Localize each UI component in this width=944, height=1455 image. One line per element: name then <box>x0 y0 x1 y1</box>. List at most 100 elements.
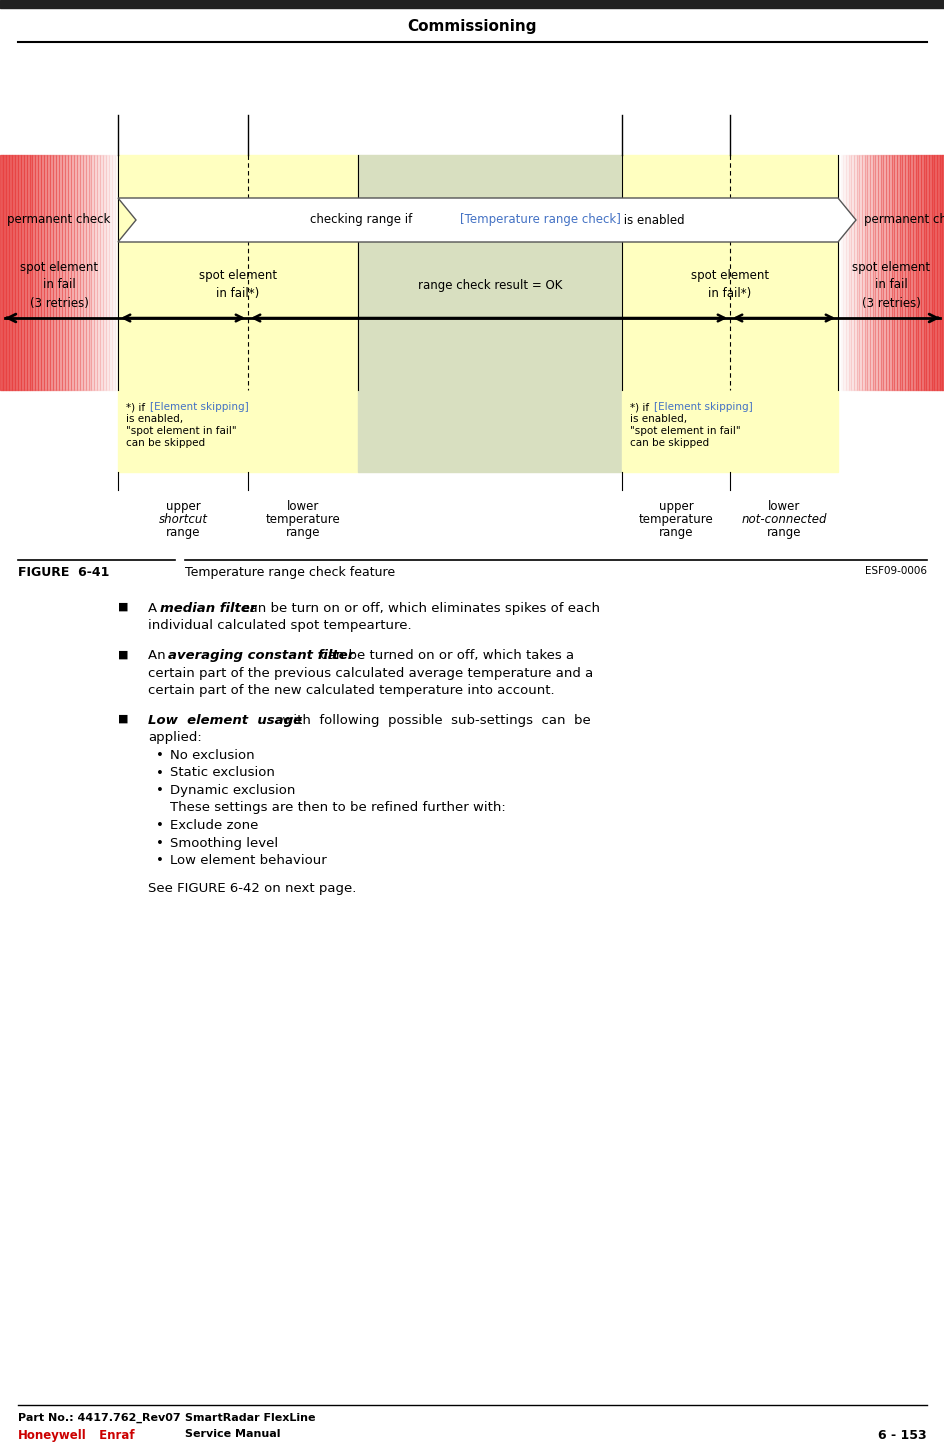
Text: lower: lower <box>767 501 800 514</box>
Text: spot element
in fail
(3 retries): spot element in fail (3 retries) <box>851 260 930 310</box>
Bar <box>925 156 928 390</box>
Text: These settings are then to be refined further with:: These settings are then to be refined fu… <box>170 802 505 815</box>
Bar <box>47 156 50 390</box>
Text: with  following  possible  sub-settings  can  be: with following possible sub-settings can… <box>274 714 590 728</box>
Text: range: range <box>658 527 693 538</box>
Bar <box>896 156 899 390</box>
Bar <box>106 156 110 390</box>
Bar <box>848 156 851 390</box>
Text: is enabled: is enabled <box>619 214 683 227</box>
Bar <box>56 156 59 390</box>
Bar <box>79 156 82 390</box>
Bar <box>94 156 97 390</box>
Text: spot element
in fail*): spot element in fail*) <box>690 269 768 301</box>
Bar <box>62 156 65 390</box>
Text: range: range <box>285 527 320 538</box>
Bar <box>893 156 896 390</box>
Bar <box>24 156 26 390</box>
Bar <box>904 156 906 390</box>
Text: *) if: *) if <box>126 402 148 412</box>
Text: Commissioning: Commissioning <box>407 19 536 33</box>
Bar <box>42 156 44 390</box>
Text: range: range <box>165 527 200 538</box>
Text: can be turn on or off, which eliminates spikes of each: can be turn on or off, which eliminates … <box>238 602 599 615</box>
Bar <box>53 156 56 390</box>
Bar <box>110 156 112 390</box>
Text: averaging constant filter: averaging constant filter <box>168 649 354 662</box>
Text: "spot element in fail": "spot element in fail" <box>630 426 740 436</box>
Bar <box>18 156 21 390</box>
Text: temperature: temperature <box>638 514 713 527</box>
Text: Low  element  usage: Low element usage <box>148 714 302 728</box>
Text: Service Manual: Service Manual <box>185 1429 280 1439</box>
Bar <box>11 156 15 390</box>
Bar <box>92 156 94 390</box>
Bar <box>880 156 883 390</box>
Text: •: • <box>156 837 163 850</box>
Bar <box>6 156 8 390</box>
Bar <box>845 156 848 390</box>
Bar <box>50 156 53 390</box>
Text: [Element skipping]: [Element skipping] <box>150 402 248 412</box>
Bar <box>912 156 915 390</box>
Bar <box>358 156 621 390</box>
Text: •: • <box>156 767 163 780</box>
Bar <box>89 156 92 390</box>
Bar <box>0 0 944 7</box>
Text: shortcut: shortcut <box>159 514 208 527</box>
Bar <box>840 156 842 390</box>
Bar <box>920 156 922 390</box>
Bar <box>902 156 904 390</box>
Text: certain part of the previous calculated average temperature and a: certain part of the previous calculated … <box>148 666 593 679</box>
Text: •: • <box>156 784 163 797</box>
Text: An: An <box>148 649 170 662</box>
Text: No exclusion: No exclusion <box>170 749 254 762</box>
Bar <box>858 156 861 390</box>
Bar <box>885 156 888 390</box>
Text: Static exclusion: Static exclusion <box>170 767 275 780</box>
Bar <box>909 156 912 390</box>
Text: ■: ■ <box>118 602 128 613</box>
Text: [Temperature range check]: [Temperature range check] <box>460 214 620 227</box>
Text: individual calculated spot tempearture.: individual calculated spot tempearture. <box>148 620 412 633</box>
Bar <box>899 156 902 390</box>
Bar <box>39 156 42 390</box>
Bar <box>82 156 86 390</box>
Text: •: • <box>156 749 163 762</box>
Bar <box>888 156 890 390</box>
Text: range check result = OK: range check result = OK <box>417 278 562 291</box>
Text: not-connected: not-connected <box>740 514 826 527</box>
Text: Temperature range check feature: Temperature range check feature <box>185 566 395 579</box>
Bar <box>21 156 24 390</box>
Text: 6 - 153: 6 - 153 <box>877 1429 926 1442</box>
Text: *) if: *) if <box>630 402 651 412</box>
Bar <box>35 156 39 390</box>
Text: upper: upper <box>165 501 200 514</box>
Bar <box>0 156 3 390</box>
Bar <box>861 156 864 390</box>
Bar <box>3 156 6 390</box>
Text: SmartRadar FlexLine: SmartRadar FlexLine <box>185 1413 315 1423</box>
Text: can be skipped: can be skipped <box>126 438 205 448</box>
Bar <box>103 156 106 390</box>
Bar <box>869 156 872 390</box>
Bar <box>32 156 35 390</box>
Text: Part No.: 4417.762_Rev07: Part No.: 4417.762_Rev07 <box>18 1413 180 1423</box>
Bar <box>918 156 920 390</box>
Bar <box>864 156 867 390</box>
Bar <box>936 156 938 390</box>
Bar <box>934 156 936 390</box>
Text: temperature: temperature <box>265 514 340 527</box>
Text: upper: upper <box>658 501 693 514</box>
Text: ESF09-0006: ESF09-0006 <box>864 566 926 576</box>
Text: A: A <box>148 602 161 615</box>
Text: ■: ■ <box>118 714 128 725</box>
Bar <box>837 156 840 390</box>
Text: Smoothing level: Smoothing level <box>170 837 278 850</box>
Text: median filter: median filter <box>160 602 256 615</box>
Bar <box>883 156 885 390</box>
Bar <box>68 156 71 390</box>
Bar <box>851 156 853 390</box>
Bar <box>938 156 941 390</box>
Bar <box>74 156 76 390</box>
